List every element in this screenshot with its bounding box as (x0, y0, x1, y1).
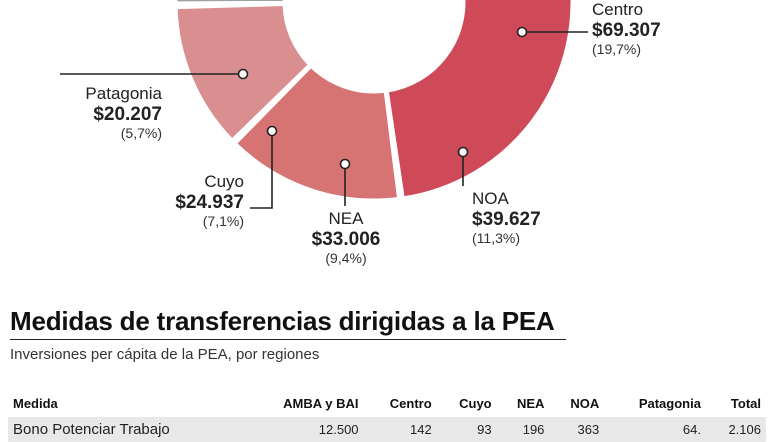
cell-noa: 363 (577, 422, 600, 437)
label-patagonia: Patagonia $20.207 (5,7%) (40, 84, 162, 141)
cell-amba: 12.500 (318, 422, 359, 437)
leader-dot (457, 146, 469, 158)
slice-name-cuyo: Cuyo (204, 172, 244, 191)
label-nea: NEA $33.006 (9,4%) (286, 209, 406, 266)
slice-pct-centro: (19,7%) (592, 41, 642, 58)
title-divider (10, 339, 566, 340)
leader-line (250, 131, 273, 209)
donut-slice-centro (385, 0, 574, 200)
col-header-patagonia: Patagonia (638, 396, 701, 411)
measures-table: Medida AMBA y BAI Centro Cuyo NEA NOA Pa… (8, 390, 766, 442)
cell-medida: Bono Potenciar Trabajo (13, 421, 170, 438)
label-cuyo: Cuyo $24.937 (7,1%) (140, 172, 244, 229)
table-subtitle: Inversiones per cápita de la PEA, por re… (10, 346, 320, 363)
table-header-row: Medida AMBA y BAI Centro Cuyo NEA NOA Pa… (8, 390, 766, 417)
col-header-amba: AMBA y BAI (283, 396, 359, 411)
cell-nea: 196 (522, 422, 545, 437)
leader-dot (516, 26, 528, 38)
cell-total: 2.106 (728, 422, 761, 437)
col-header-centro: Centro (389, 396, 432, 411)
label-noa: NOA $39.627 (11,3%) (472, 189, 541, 246)
cell-cuyo: 93 (477, 422, 492, 437)
slice-pct-patagonia: (5,7%) (120, 125, 162, 142)
leader-dot (339, 158, 351, 170)
table-row: Bono Potenciar Trabajo 12.500 142 93 196… (8, 417, 766, 442)
table-title: Medidas de transferencias dirigidas a la… (10, 306, 555, 336)
slice-name-nea: NEA (328, 209, 364, 228)
slice-name-patagonia: Patagonia (85, 84, 162, 103)
cell-patagonia: 64. (682, 422, 701, 437)
slice-value-centro: $69.307 (592, 19, 661, 41)
col-header-cuyo: Cuyo (459, 396, 492, 411)
col-header-total: Total (730, 396, 761, 411)
leader-dot (237, 68, 249, 80)
slice-name-noa: NOA (472, 189, 509, 208)
slice-pct-noa: (11,3%) (472, 230, 520, 247)
slice-value-cuyo: $24.937 (175, 191, 244, 213)
col-header-nea: NEA (516, 396, 545, 411)
label-centro: Centro $69.307 (19,7%) (592, 0, 661, 57)
col-header-noa: NOA (570, 396, 600, 411)
cell-centro: 142 (409, 422, 432, 437)
col-header-medida: Medida (13, 396, 58, 411)
leader-dot (266, 125, 278, 137)
donut-chart (60, 0, 588, 209)
donut-slice-cuyo (174, 0, 286, 5)
donut-slice-noa (233, 64, 401, 202)
slice-pct-cuyo: (7,1%) (202, 213, 244, 230)
slice-pct-nea: (9,4%) (325, 250, 367, 267)
slice-name-centro: Centro (592, 0, 644, 19)
slice-value-nea: $33.006 (311, 228, 381, 250)
slice-value-patagonia: $20.207 (93, 103, 162, 125)
slice-value-noa: $39.627 (472, 208, 541, 230)
